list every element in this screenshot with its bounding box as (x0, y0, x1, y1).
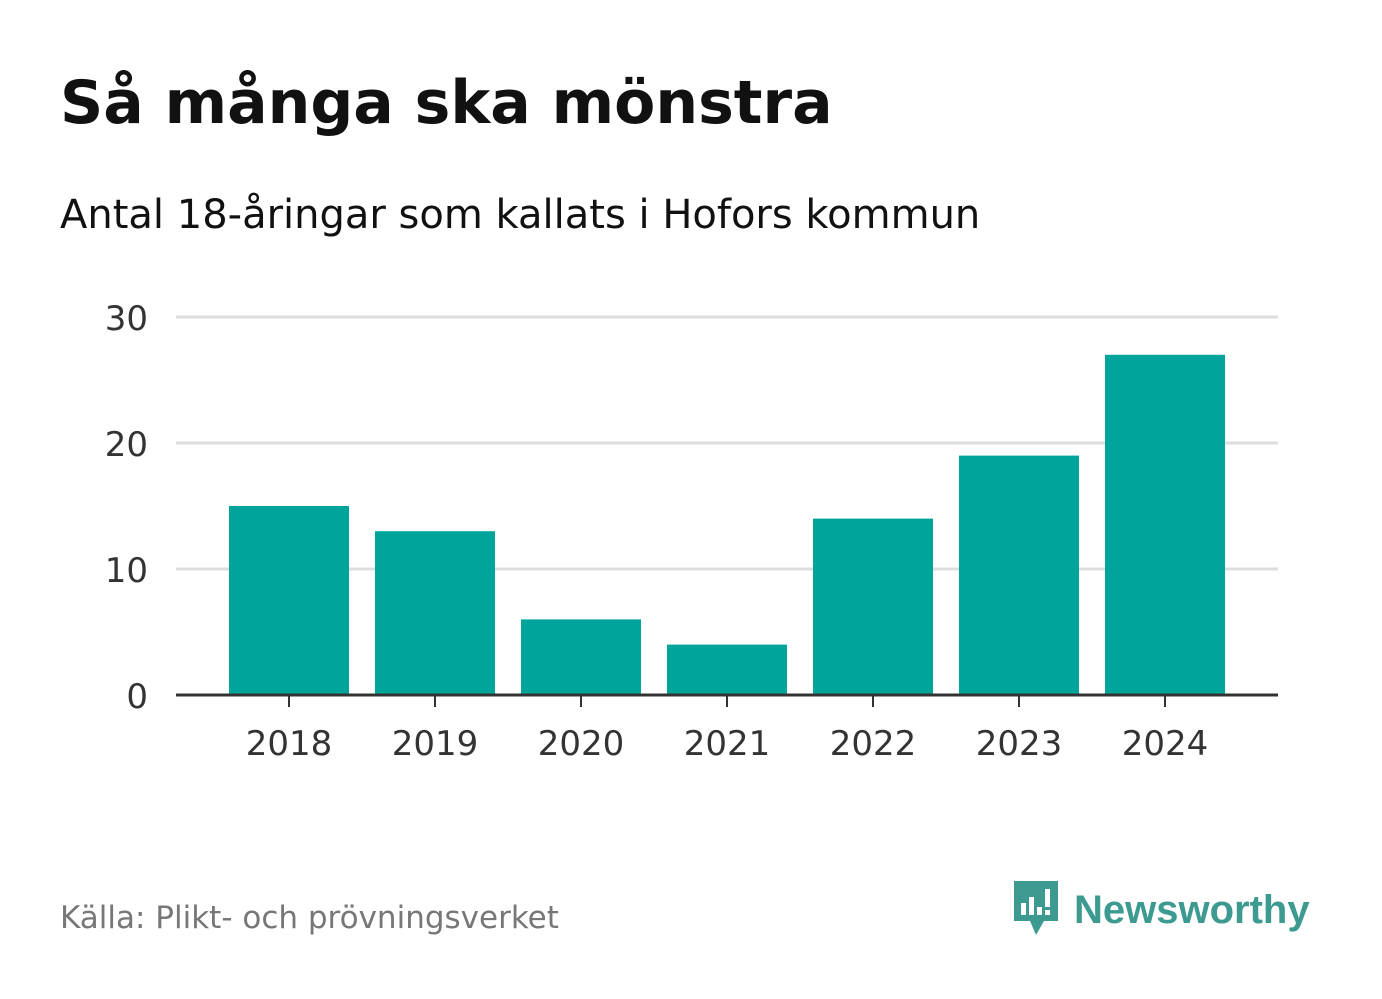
x-tick-label: 2022 (830, 724, 917, 764)
bar-2024 (1105, 354, 1225, 695)
bar-2022 (813, 518, 933, 695)
y-tick-label: 0 (126, 677, 148, 717)
brand-name: Newsworthy (1074, 887, 1310, 932)
x-axis-ticks: 2018 2019 2020 2021 2022 2023 2024 (246, 695, 1209, 764)
y-tick-label: 30 (105, 299, 148, 339)
bar-2021 (667, 644, 787, 695)
bar-2020 (521, 619, 641, 695)
source-note: Källa: Plikt- och prövningsverket (60, 900, 559, 936)
chart-subtitle: Antal 18-åringar som kallats i Hofors ko… (60, 192, 981, 238)
bar-2018 (229, 506, 349, 695)
x-tick-label: 2024 (1122, 724, 1209, 764)
grid-lines (176, 315, 1278, 571)
x-tick-label: 2019 (392, 724, 479, 764)
x-tick-label: 2018 (246, 724, 333, 764)
x-tick-label: 2021 (684, 724, 771, 764)
x-tick-label: 2020 (538, 724, 625, 764)
x-tick-label: 2023 (976, 724, 1063, 764)
brand-logo[interactable]: Newsworthy (1010, 878, 1310, 942)
bar-2023 (959, 455, 1079, 695)
y-tick-label: 10 (105, 551, 148, 591)
bar-2019 (375, 531, 495, 695)
chart-title: Så många ska mönstra (60, 68, 833, 138)
bars (229, 354, 1225, 695)
y-tick-label: 20 (105, 425, 148, 465)
newsworthy-logo-icon (1010, 877, 1062, 943)
y-axis-ticks: 0 10 20 30 (105, 299, 148, 717)
